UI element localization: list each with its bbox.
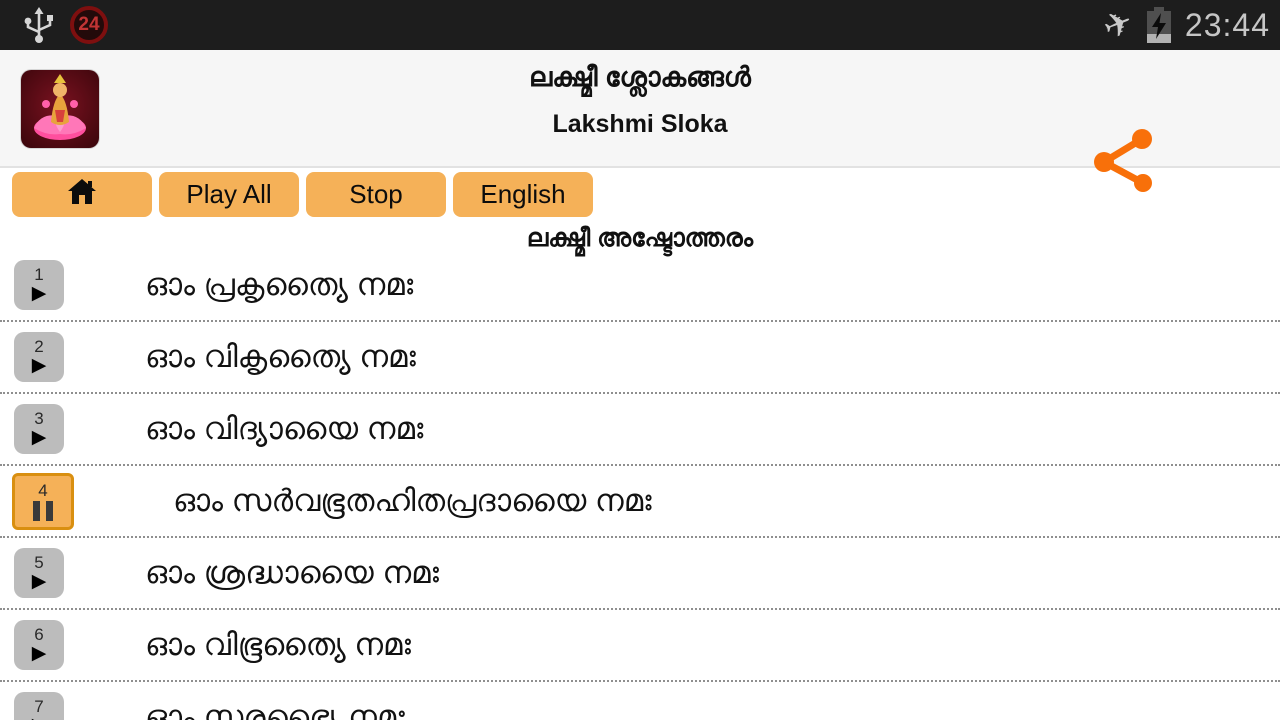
sloka-text: ഓം സുരഭ്യൈ നമഃ xyxy=(145,698,405,720)
pause-button[interactable]: 4 xyxy=(12,472,74,530)
play-button[interactable]: 5 ▶ xyxy=(14,548,64,598)
page-title-malayalam: ലക്ഷ്മീ ശ്ലോകങ്ങൾ xyxy=(529,62,751,92)
sloka-text: ഓം പ്രകൃത്യൈ നമഃ xyxy=(145,266,414,302)
item-number: 1 xyxy=(34,265,44,284)
play-all-button[interactable]: Play All xyxy=(159,172,299,217)
item-number: 7 xyxy=(34,697,44,716)
usb-icon xyxy=(24,6,54,44)
list-item[interactable]: 2 ▶ ഓം വികൃത്യൈ നമഃ xyxy=(0,322,1280,394)
toolbar: Play All Stop English xyxy=(0,168,1280,218)
sloka-text: ഓം വിദ്യായൈ നമഃ xyxy=(145,410,424,446)
lakshmi-app-icon xyxy=(21,70,99,148)
play-button[interactable]: 3 ▶ xyxy=(14,404,64,454)
clock: 23:44 xyxy=(1184,6,1270,43)
play-icon: ▶ xyxy=(32,716,47,720)
play-icon: ▶ xyxy=(31,571,47,592)
airplane-mode-icon: ✈ xyxy=(1098,2,1140,48)
sloka-text: ഓം സർവഭൂതഹിതപ്രദായൈ നമഃ xyxy=(173,482,652,518)
play-icon: ▶ xyxy=(31,355,47,376)
play-icon: ▶ xyxy=(31,427,47,448)
status-bar: 24 ✈ 23:44 xyxy=(0,0,1280,50)
section-title: ലക്ഷ്മീ അഷ്ടോത്തരം xyxy=(526,224,754,252)
list-item[interactable]: 4 ഓം സർവഭൂതഹിതപ്രദായൈ നമഃ xyxy=(0,466,1280,538)
play-button[interactable]: 1 ▶ xyxy=(14,260,64,310)
item-number: 5 xyxy=(34,553,44,572)
home-icon xyxy=(67,177,97,212)
list-item[interactable]: 6 ▶ ഓം വിഭൂത്യൈ നമഃ xyxy=(0,610,1280,682)
item-number: 3 xyxy=(34,409,44,428)
play-button[interactable]: 6 ▶ xyxy=(14,620,64,670)
stop-button[interactable]: Stop xyxy=(306,172,446,217)
list-item[interactable]: 3 ▶ ഓം വിദ്യായൈ നമഃ xyxy=(0,394,1280,466)
sloka-text: ഓം ശ്രദ്ധായൈ നമഃ xyxy=(145,554,440,590)
pause-icon xyxy=(33,500,53,521)
sloka-list: 1 ▶ ഓം പ്രകൃത്യൈ നമഃ 2 ▶ ഓം വികൃത്യൈ നമഃ… xyxy=(0,250,1280,720)
play-button[interactable]: 7 ▶ xyxy=(14,692,64,720)
battery-charging-icon xyxy=(1146,7,1171,43)
share-icon[interactable] xyxy=(1090,126,1158,194)
play-button[interactable]: 2 ▶ xyxy=(14,332,64,382)
app-header: ലക്ഷ്മീ ശ്ലോകങ്ങൾ Lakshmi Sloka xyxy=(0,50,1280,192)
item-number: 2 xyxy=(34,337,44,356)
language-toggle-button[interactable]: English xyxy=(453,172,593,217)
item-number: 6 xyxy=(34,625,44,644)
play-icon: ▶ xyxy=(31,643,47,664)
home-button[interactable] xyxy=(12,172,152,217)
sloka-text: ഓം വികൃത്യൈ നമഃ xyxy=(145,338,416,374)
play-icon: ▶ xyxy=(31,283,47,304)
page-title-english: Lakshmi Sloka xyxy=(552,110,728,138)
list-item[interactable]: 7 ▶ ഓം സുരഭ്യൈ നമഃ xyxy=(0,682,1280,720)
notification-badge: 24 xyxy=(70,6,108,44)
list-item[interactable]: 1 ▶ ഓം പ്രകൃത്യൈ നമഃ xyxy=(0,250,1280,322)
item-number: 4 xyxy=(38,480,48,500)
list-item[interactable]: 5 ▶ ഓം ശ്രദ്ധായൈ നമഃ xyxy=(0,538,1280,610)
sloka-text: ഓം വിഭൂത്യൈ നമഃ xyxy=(145,626,411,662)
